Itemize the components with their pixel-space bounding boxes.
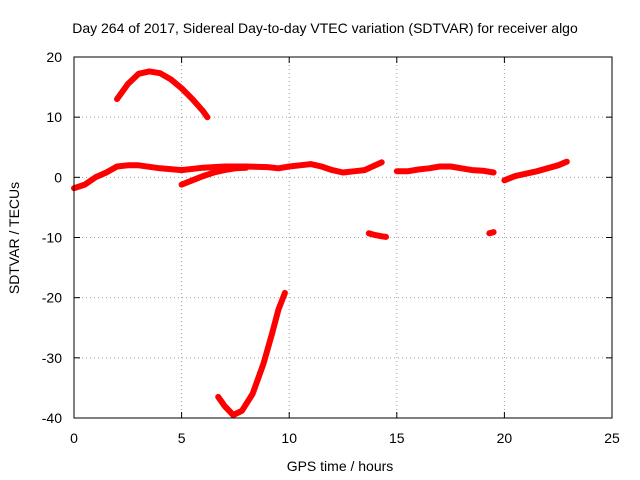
chart-title: Day 264 of 2017, Sidereal Day-to-day VTE… [72,20,578,36]
series-arc-6 [393,163,497,176]
y-tick-label: -40 [42,410,62,426]
y-tick-label: -10 [42,230,62,246]
y-tick-label: -20 [42,290,62,306]
y-tick-label: 20 [46,49,62,65]
x-tick-label: 10 [281,430,297,446]
series-arc-2 [178,164,250,188]
data-series-layer [71,68,570,418]
y-tick-label: -30 [42,350,62,366]
x-tick-label: 20 [497,430,513,446]
x-tick-label: 5 [178,430,186,446]
series-arc-3 [114,68,211,121]
series-arc-4 [215,289,288,418]
x-tick-label: 15 [389,430,405,446]
series-arc-5 [365,230,389,240]
axis-ticks: 0 5 10 15 20 25 -40 -30 -20 -10 0 10 20 [42,49,620,446]
series-arc-8 [501,158,570,184]
y-axis-label: SDTVAR / TECUs [6,182,22,294]
y-tick-label: 0 [54,169,62,185]
series-arc-7 [486,229,497,237]
x-tick-label: 0 [70,430,78,446]
x-tick-label: 25 [604,430,620,446]
x-axis-label: GPS time / hours [287,458,394,474]
grid-lines [74,57,612,418]
y-tick-label: 10 [46,109,62,125]
series-arc-1 [71,159,385,192]
